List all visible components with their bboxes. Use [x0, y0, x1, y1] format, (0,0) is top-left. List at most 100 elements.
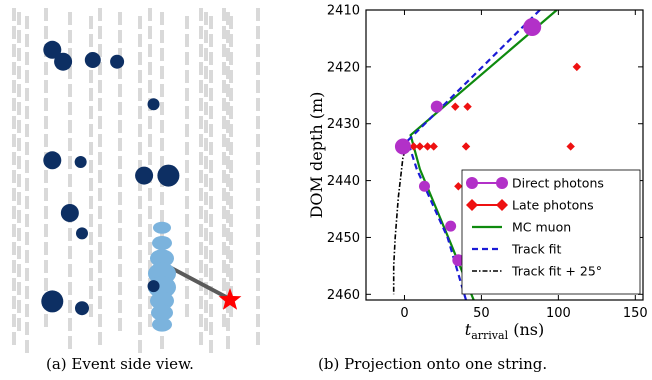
dom-hit: [135, 166, 154, 185]
string-segment: [185, 142, 189, 155]
string-segment: [12, 224, 16, 237]
string-segment: [25, 268, 29, 281]
string-segment: [68, 282, 72, 295]
string-segment: [98, 332, 102, 345]
string-segment: [89, 268, 93, 281]
string-segment: [138, 214, 142, 227]
string-segment: [199, 116, 203, 129]
string-segment: [44, 242, 48, 255]
string-segment: [160, 12, 164, 25]
string-segment: [12, 260, 16, 273]
string-segment: [25, 250, 29, 263]
dom-hit-light: [152, 236, 172, 250]
string-segment: [209, 178, 213, 191]
legend-box: [461, 169, 641, 295]
string-segment: [68, 318, 72, 331]
string-segment: [17, 84, 21, 97]
string-segment: [17, 228, 21, 241]
string-segment: [68, 48, 72, 61]
string-segment: [89, 142, 93, 155]
string-segment: [222, 134, 226, 147]
string-segment: [226, 138, 230, 151]
dom-hit: [76, 227, 88, 240]
string-segment: [256, 80, 260, 93]
string-segment: [138, 304, 142, 317]
string-segment: [148, 26, 152, 39]
string-segment: [256, 62, 260, 75]
string-segment: [256, 44, 260, 57]
late-photon-point: [566, 142, 575, 151]
string-segment: [12, 206, 16, 219]
string-segment: [229, 124, 233, 137]
string-segment: [222, 98, 226, 111]
caption-a: (a) Event side view.: [46, 355, 194, 373]
string-segment: [148, 116, 152, 129]
string-segment: [12, 98, 16, 111]
string-segment: [12, 152, 16, 165]
string-segment: [256, 134, 260, 147]
string-segment: [89, 16, 93, 29]
string-segment: [256, 332, 260, 345]
y-tick-label: 2410: [327, 4, 360, 19]
string-segment: [204, 30, 208, 43]
string-segment: [204, 84, 208, 97]
string-segment: [12, 26, 16, 39]
string-segment: [68, 300, 72, 313]
string-segment: [118, 318, 122, 331]
string-segment: [98, 152, 102, 165]
string-segment: [185, 34, 189, 47]
string-segment: [204, 246, 208, 259]
string-segment: [199, 224, 203, 237]
string-segment: [226, 84, 230, 97]
late-photon-point: [429, 142, 438, 151]
string-segment: [222, 170, 226, 183]
string-segment: [226, 12, 230, 25]
vertex-star: [218, 288, 242, 310]
string-segment: [226, 48, 230, 61]
string-segment: [138, 142, 142, 155]
string-segment: [118, 300, 122, 313]
x-tick-label: 50: [473, 306, 490, 321]
string-segment: [204, 120, 208, 133]
string-segment: [185, 16, 189, 29]
string-segment: [25, 340, 29, 353]
string-segment: [160, 138, 164, 151]
string-segment: [222, 242, 226, 255]
string-segment: [138, 34, 142, 47]
string-segment: [118, 228, 122, 241]
string-segment: [98, 80, 102, 93]
string-segment: [185, 160, 189, 173]
string-segment: [199, 26, 203, 39]
string-segment: [17, 318, 21, 331]
string-segment: [17, 246, 21, 259]
string-segment: [256, 206, 260, 219]
dom-hit-light: [150, 249, 174, 268]
string-segment: [185, 250, 189, 263]
string-segment: [12, 296, 16, 309]
string-segment: [229, 250, 233, 263]
string-segment: [17, 66, 21, 79]
string-segment: [209, 322, 213, 335]
late-photon-point: [423, 142, 432, 151]
string-segment: [138, 232, 142, 245]
string-segment: [118, 264, 122, 277]
string-segment: [229, 88, 233, 101]
string-segment: [226, 336, 230, 349]
string-segment: [185, 178, 189, 191]
string-segment: [68, 192, 72, 205]
direct-photon-point: [452, 254, 465, 267]
string-segment: [199, 8, 203, 21]
string-segment: [160, 156, 164, 169]
string-segment: [185, 124, 189, 137]
panel-a-event-view: [12, 8, 260, 353]
string-segment: [148, 242, 152, 255]
string-segment: [229, 16, 233, 29]
string-segment: [17, 174, 21, 187]
string-segment: [68, 264, 72, 277]
string-segment: [138, 52, 142, 65]
direct-photon-point: [445, 220, 457, 232]
string-segment: [17, 30, 21, 43]
string-segment: [256, 152, 260, 165]
string-segment: [89, 124, 93, 137]
dom-hit: [54, 52, 73, 71]
